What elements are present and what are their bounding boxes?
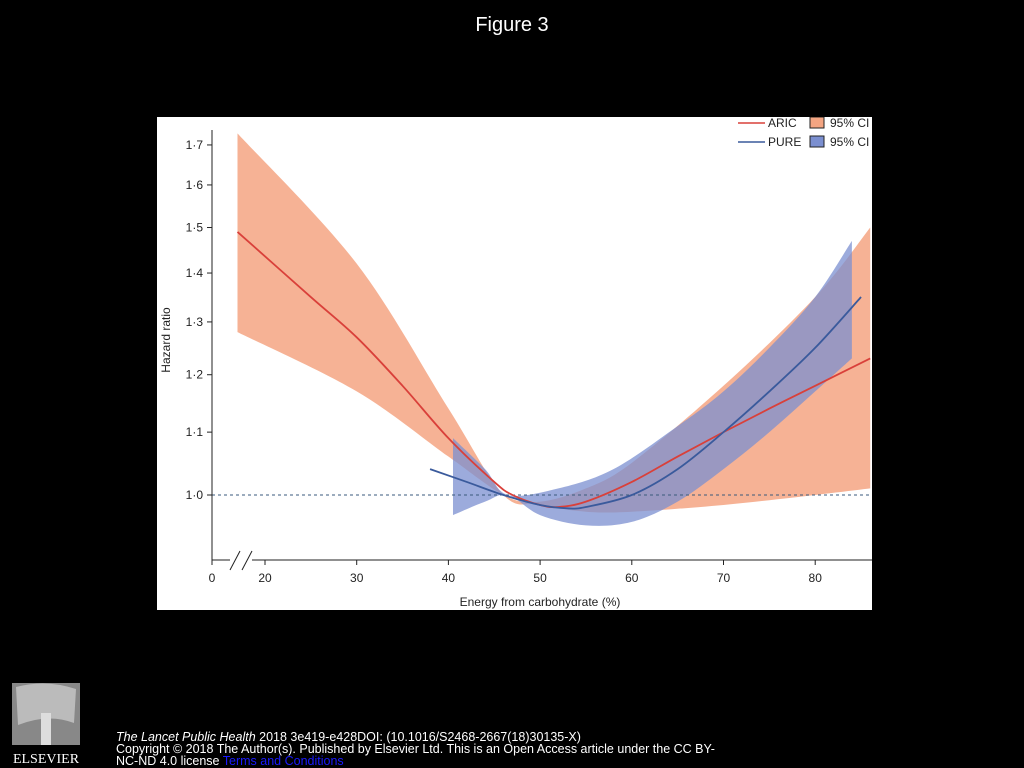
x-tick-label: 20 — [258, 571, 272, 585]
legend-aric-label: ARIC — [768, 117, 797, 130]
legend-pure-label: PURE — [768, 135, 801, 149]
x-axis-label: Energy from carbohydrate (%) — [460, 595, 621, 609]
pure-line — [429, 296, 862, 510]
y-tick-label: 1·1 — [186, 425, 204, 439]
citation-footer: The Lancet Public Health 2018 3e419-e428… — [116, 730, 716, 768]
x-tick-label: 80 — [809, 571, 823, 585]
x-tick-label: 50 — [533, 571, 547, 585]
axis-break-mark — [229, 550, 241, 571]
y-tick-label: 1·3 — [186, 315, 204, 329]
x-tick-label: 30 — [350, 571, 364, 585]
axis-break-gap — [230, 550, 252, 570]
y-tick-label: 1·5 — [186, 221, 204, 235]
svg-text:ELSEVIER: ELSEVIER — [13, 752, 80, 767]
figure-title: Figure 3 — [475, 14, 549, 36]
y-tick-label: 1·7 — [186, 138, 204, 152]
x-tick-label: 60 — [625, 571, 639, 585]
y-tick-label: 1·0 — [186, 488, 204, 502]
x-tick-label: 40 — [442, 571, 456, 585]
citation-text: 2018 3e419-e428DOI: (10.1016/S2468-2667(… — [255, 730, 581, 744]
axis-break-mark — [241, 550, 253, 571]
copyright-text: Copyright © 2018 The Author(s). Publishe… — [116, 742, 715, 768]
y-tick-label: 1·2 — [186, 368, 204, 382]
pure-ci-band — [452, 240, 852, 526]
legend-aric-ci-swatch — [809, 117, 825, 129]
legend-pure-ci-label: 95% CI — [830, 135, 869, 149]
y-axis-label: Hazard ratio — [159, 307, 173, 373]
journal-name: The Lancet Public Health — [116, 730, 256, 744]
legend-aric-ci-label: 95% CI — [830, 117, 869, 130]
terms-link[interactable]: Terms and Conditions — [222, 754, 344, 768]
elsevier-logo: ELSEVIER — [12, 683, 80, 767]
y-tick-label: 1·6 — [186, 178, 204, 192]
x-tick-label: 0 — [209, 571, 216, 585]
hazard-ratio-chart: 1·01·11·21·31·41·51·61·70 20 30 40 50 60 70 80 … — [157, 117, 872, 610]
legend: ARIC 95% CI PURE 95% CI — [738, 117, 869, 149]
x-tick-label: 70 — [717, 571, 731, 585]
legend-pure-ci-swatch — [809, 135, 825, 148]
y-tick-label: 1·4 — [186, 266, 204, 280]
